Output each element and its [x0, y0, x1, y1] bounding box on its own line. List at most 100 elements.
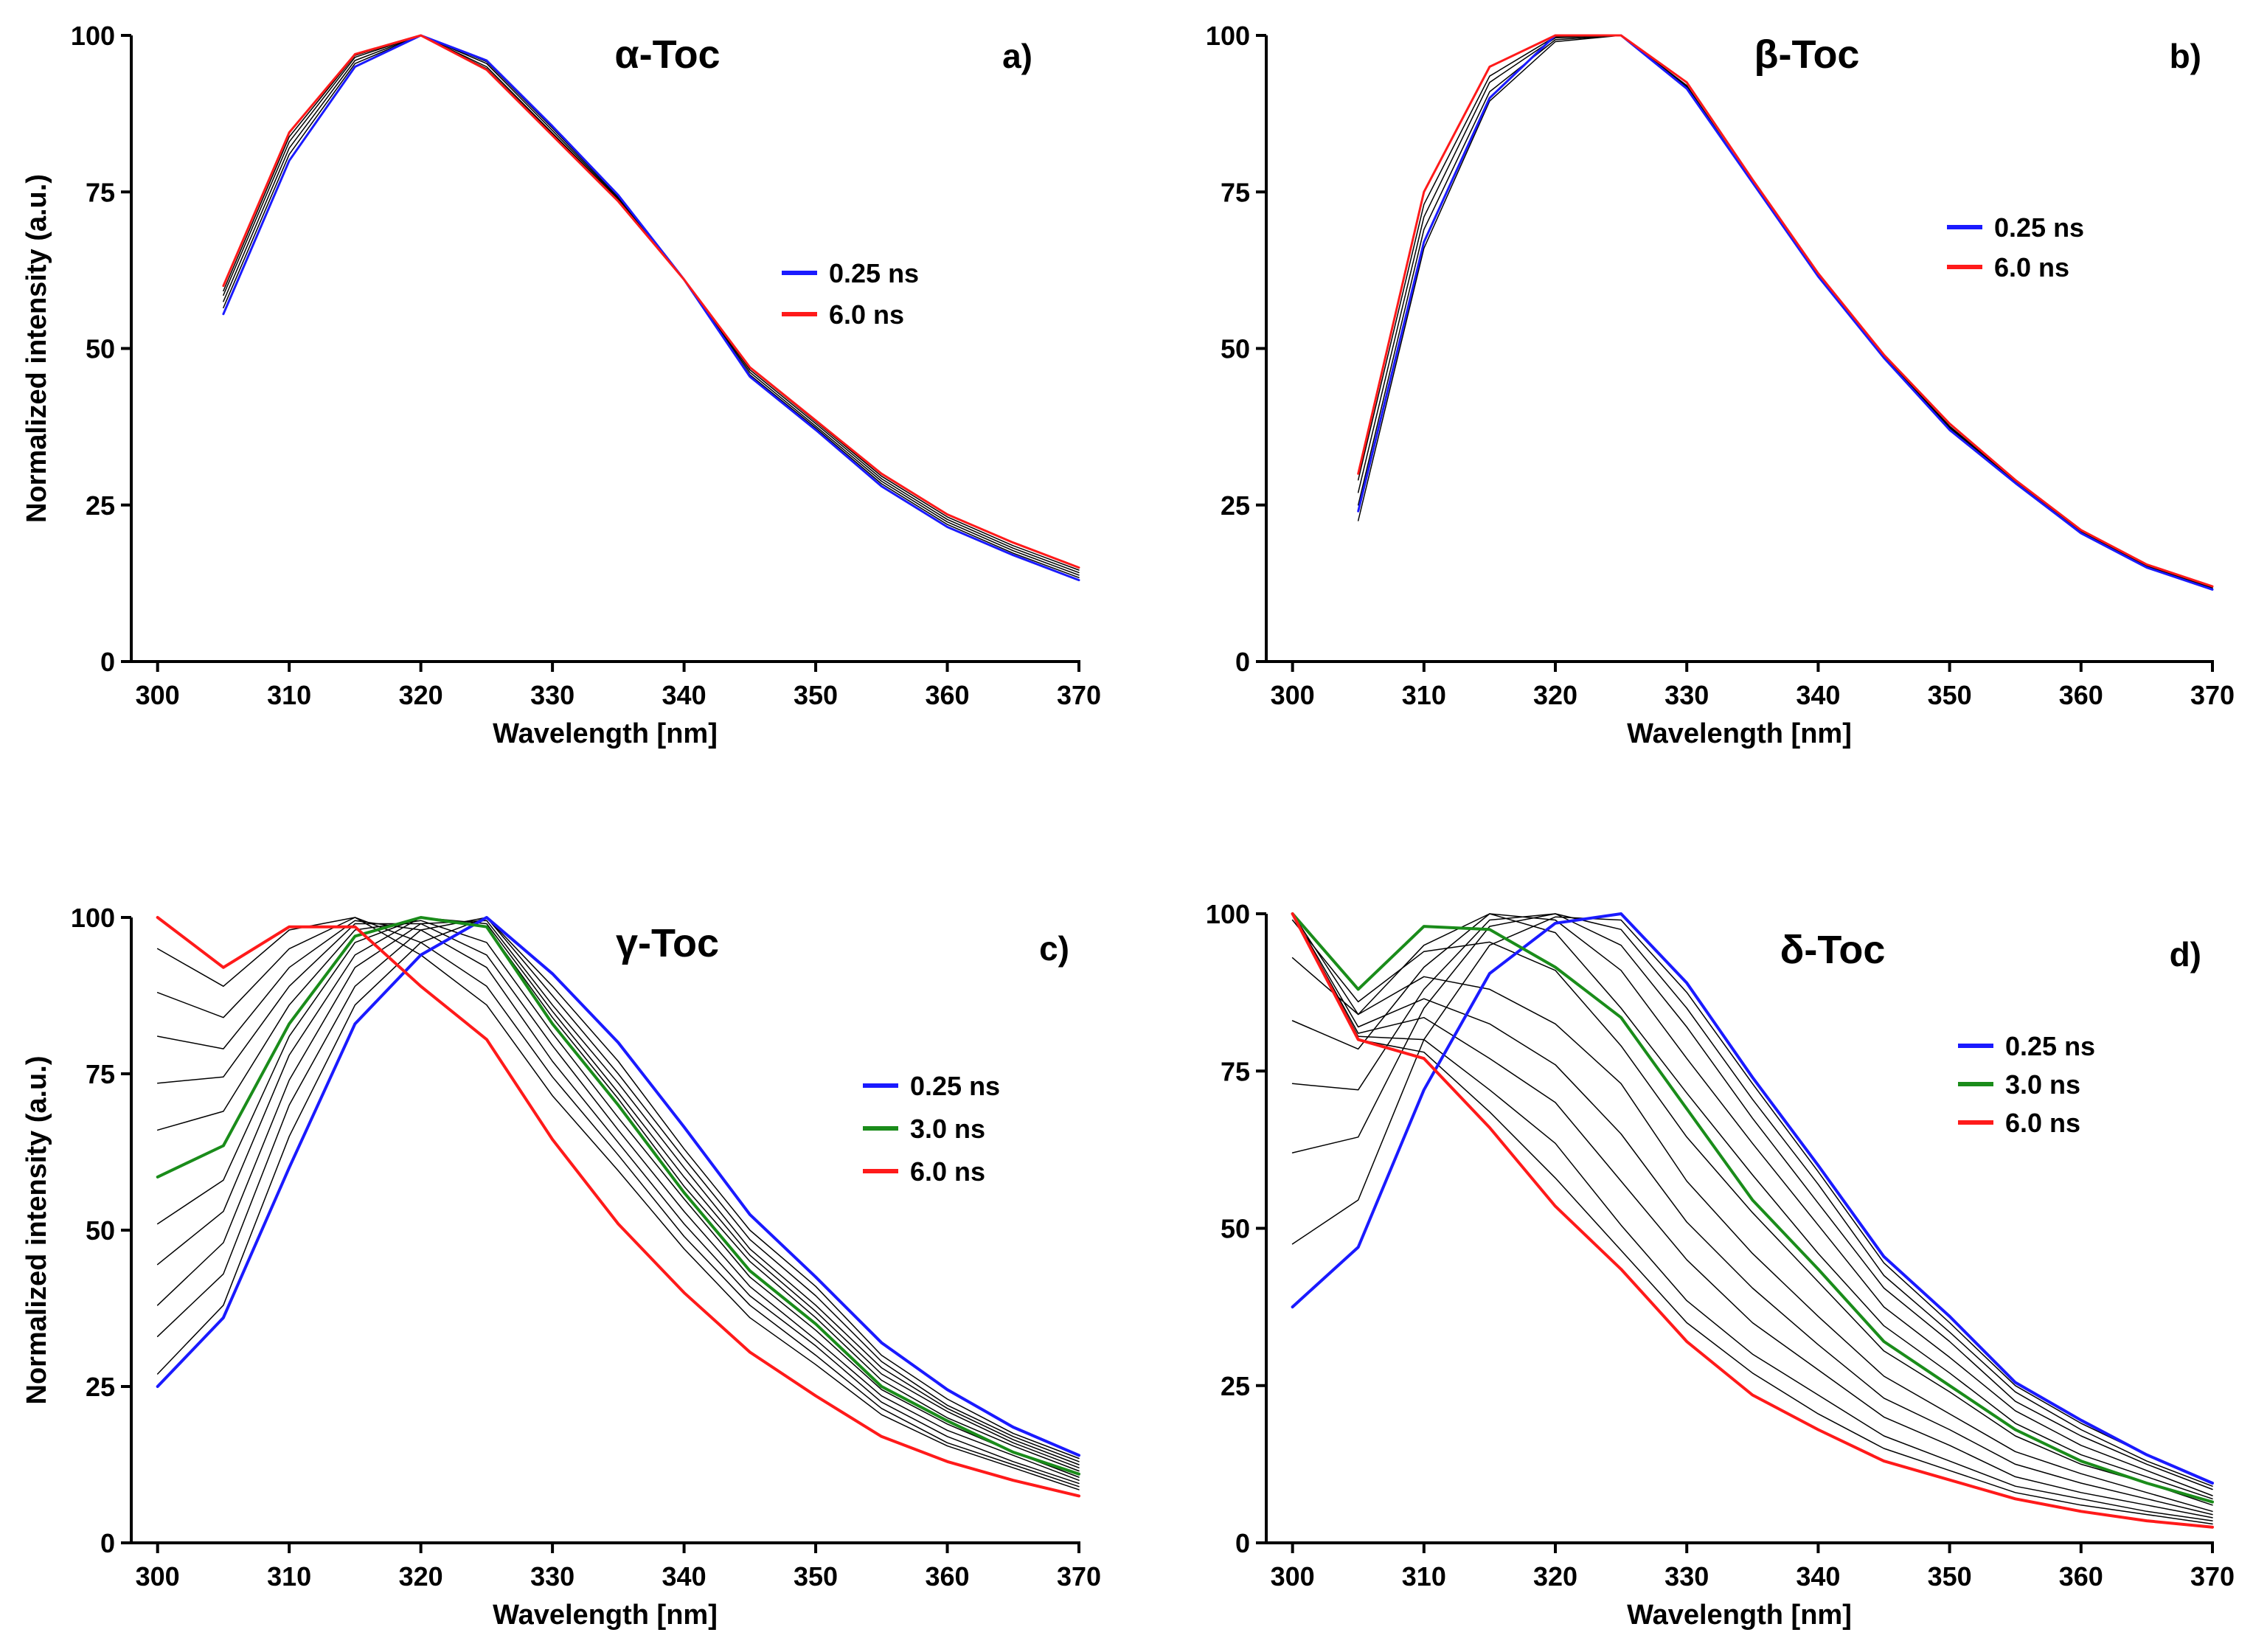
x-axis-title: Wavelength [nm]: [493, 718, 718, 749]
y-tick-label: 100: [1206, 21, 1250, 51]
panel-letter: c): [1039, 929, 1069, 968]
y-tick-label: 0: [1235, 1528, 1250, 1558]
series-line-0.25-ns: [222, 34, 1080, 582]
y-axis-title: Normalized intensity (a.u.): [21, 1056, 52, 1405]
y-tick-label: 50: [86, 334, 115, 364]
y-tick-label: 0: [100, 1528, 115, 1558]
series-line-intermediate: [156, 917, 1080, 1488]
chart-panel-d: 0 25 50 75 100 300 310 320 330 340 350 360 370 Wavele…: [1206, 899, 2235, 1631]
x-axis-title: Wavelength [nm]: [493, 1600, 718, 1631]
series-line-intermediate: [156, 917, 1080, 1472]
series-line-3.0-ns: [156, 916, 1080, 1476]
series-line-intermediate: [156, 917, 1080, 1460]
series-line-6.0-ns: [1357, 34, 2214, 588]
x-tick-label: 310: [1402, 680, 1446, 710]
y-tick-label: 100: [71, 21, 115, 51]
legend-label: 6.0 ns: [910, 1156, 985, 1187]
series-line-intermediate: [223, 35, 1080, 576]
series-line-intermediate: [1291, 916, 2213, 1484]
y-tick-label: 50: [1221, 334, 1250, 364]
series-line-intermediate: [1291, 913, 2213, 1490]
x-tick-label: 310: [1402, 1561, 1446, 1592]
series-line-intermediate: [1291, 913, 2213, 1496]
x-tick-label: 310: [267, 1561, 311, 1592]
series-line-3.0-ns: [1291, 912, 2214, 1504]
legend-label: 0.25 ns: [2005, 1031, 2095, 1061]
panel-title: δ-Toc: [1780, 928, 1886, 972]
series-line-0.25-ns: [1291, 912, 2214, 1485]
legend-label: 3.0 ns: [910, 1114, 985, 1144]
series-line-intermediate: [1291, 913, 2213, 1513]
series-line-intermediate: [1357, 35, 2213, 589]
x-tick-label: 360: [2059, 1561, 2103, 1592]
series-line-6.0-ns: [1291, 912, 2214, 1529]
panel-title: α-Toc: [614, 32, 720, 77]
y-tick-label: 25: [1221, 490, 1250, 521]
legend-label: 0.25 ns: [910, 1071, 1000, 1101]
legend-label: 3.0 ns: [2005, 1069, 2080, 1100]
series-line-intermediate: [223, 35, 1080, 578]
series-line-intermediate: [156, 920, 1080, 1485]
y-tick-label: 75: [1221, 1056, 1250, 1086]
series-line-intermediate: [1357, 35, 2213, 589]
series-line-intermediate: [156, 917, 1080, 1468]
y-tick-label: 0: [1235, 647, 1250, 677]
x-tick-label: 310: [267, 680, 311, 710]
x-tick-label: 300: [1271, 680, 1315, 710]
panel-letter: d): [2170, 935, 2201, 974]
y-tick-label: 50: [1221, 1214, 1250, 1244]
legend-label: 6.0 ns: [829, 299, 904, 330]
y-tick-label: 100: [1206, 899, 1250, 929]
series-line-0.25-ns: [1357, 34, 2214, 591]
x-tick-label: 370: [2190, 680, 2235, 710]
series-line-6.0-ns: [222, 34, 1080, 569]
series-line-intermediate: [1291, 913, 2213, 1519]
legend: 0.25 ns 3.0 ns 6.0 ns: [1958, 1031, 2095, 1138]
x-tick-label: 330: [530, 680, 574, 710]
series-line-intermediate: [156, 920, 1080, 1465]
series-line-intermediate: [223, 35, 1080, 574]
chart-panel-b: 0 25 50 75 100 300 310 320 330 340 350 360 370 Wavele…: [1206, 21, 2235, 749]
legend: 0.25 ns 6.0 ns: [782, 258, 919, 330]
x-tick-label: 350: [794, 680, 838, 710]
y-tick-label: 25: [86, 490, 115, 521]
x-tick-label: 320: [1533, 680, 1577, 710]
legend: 0.25 ns 3.0 ns 6.0 ns: [863, 1071, 1000, 1187]
y-tick-label: 25: [86, 1372, 115, 1402]
x-tick-label: 300: [136, 680, 180, 710]
y-tick-label: 25: [1221, 1371, 1250, 1401]
x-tick-label: 350: [1928, 1561, 1972, 1592]
x-tick-label: 300: [136, 1561, 180, 1592]
x-tick-label: 320: [1533, 1561, 1577, 1592]
series-line-intermediate: [156, 920, 1080, 1478]
x-tick-label: 340: [1796, 680, 1840, 710]
legend: 0.25 ns 6.0 ns: [1947, 212, 2084, 282]
y-tick-label: 75: [1221, 177, 1250, 207]
series-line-intermediate: [156, 917, 1080, 1462]
x-axis-title: Wavelength [nm]: [1627, 718, 1852, 749]
x-tick-label: 340: [662, 680, 707, 710]
legend-label: 0.25 ns: [829, 258, 919, 288]
panel-title: γ-Toc: [616, 921, 719, 965]
x-tick-label: 370: [2190, 1561, 2235, 1592]
x-tick-label: 330: [530, 1561, 574, 1592]
legend-label: 6.0 ns: [2005, 1108, 2080, 1138]
x-tick-label: 360: [2059, 680, 2103, 710]
chart-panel-c: 0 25 50 75 100 300 310 320 330 340 350 360 370 Wavele…: [21, 903, 1101, 1631]
x-tick-label: 320: [399, 680, 443, 710]
series-line-intermediate: [1291, 913, 2213, 1525]
x-tick-label: 320: [399, 1561, 443, 1592]
x-axis-title: Wavelength [nm]: [1627, 1600, 1852, 1631]
series-line-intermediate: [1291, 913, 2213, 1500]
legend-label: 0.25 ns: [1994, 212, 2084, 243]
series-line-intermediate: [1357, 35, 2213, 591]
series-line-intermediate: [1291, 913, 2213, 1521]
y-tick-label: 50: [86, 1215, 115, 1246]
x-tick-label: 360: [925, 680, 969, 710]
series-line-6.0-ns: [156, 916, 1080, 1498]
x-tick-label: 330: [1664, 680, 1709, 710]
panel-letter: a): [1002, 37, 1032, 75]
x-tick-label: 300: [1271, 1561, 1315, 1592]
x-tick-label: 340: [662, 1561, 707, 1592]
